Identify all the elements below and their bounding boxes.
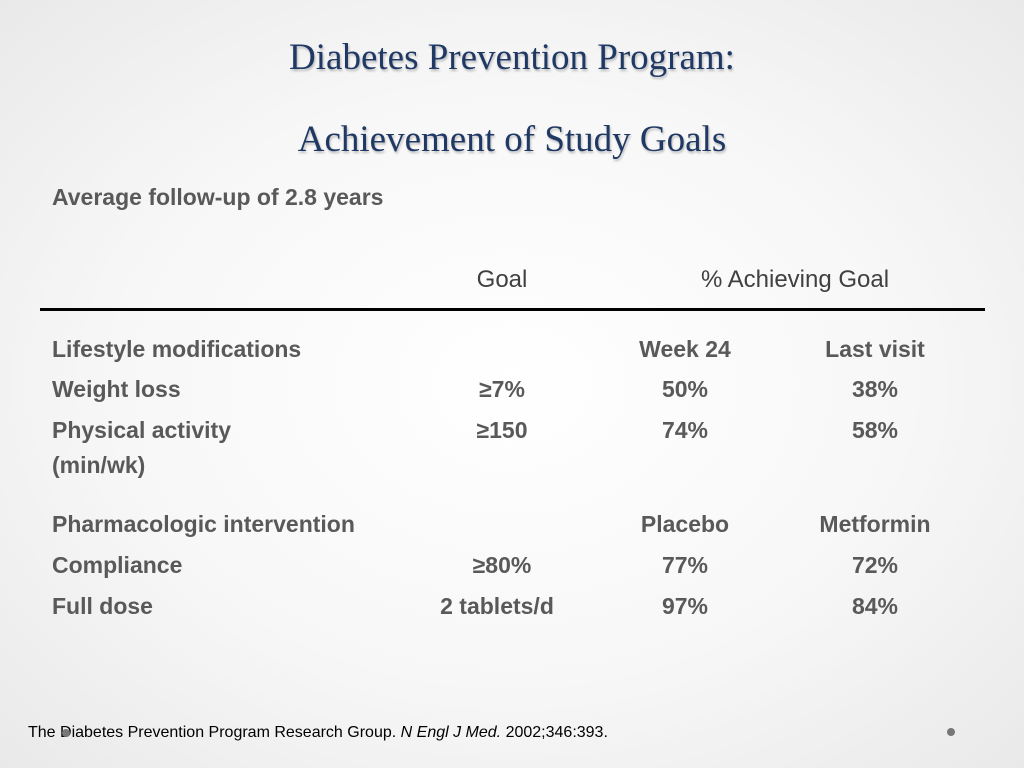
slide-bullet-dot-right — [947, 728, 955, 736]
weight-loss-goal: ≥7% — [479, 376, 525, 402]
compliance-metformin: 72% — [851, 552, 899, 578]
follow-up-note: Average follow-up of 2.8 years — [52, 184, 384, 210]
physical-activity-label: Physical activity — [52, 417, 231, 443]
slide-title-line-1: Diabetes Prevention Program: — [289, 37, 735, 78]
week24-column-label: Week 24 — [639, 336, 731, 362]
full-dose-goal: 2 tablets/d — [440, 593, 554, 619]
compliance-label: Compliance — [52, 552, 183, 578]
compliance-goal: ≥80% — [472, 552, 532, 578]
placebo-column-label: Placebo — [640, 511, 730, 537]
physical-activity-goal: ≥150 — [476, 417, 528, 443]
citation-journal: N Engl J Med. — [400, 724, 502, 741]
lifestyle-section-label: Lifestyle modifications — [52, 336, 302, 362]
physical-activity-unit: (min/wk) — [52, 452, 146, 478]
goal-column-header: Goal — [476, 266, 528, 293]
citation-footer: The Diabetes Prevention Program Research… — [28, 724, 608, 742]
header-divider — [40, 308, 985, 311]
full-dose-placebo: 97% — [661, 593, 709, 619]
pharmacologic-section-label: Pharmacologic intervention — [52, 511, 355, 537]
weight-loss-label: Weight loss — [52, 376, 181, 402]
compliance-placebo: 77% — [661, 552, 709, 578]
full-dose-label: Full dose — [52, 593, 153, 619]
physical-activity-last-visit: 58% — [851, 417, 899, 443]
metformin-column-label: Metformin — [819, 511, 931, 537]
slide-bullet-dot-left — [62, 729, 70, 737]
last-visit-column-label: Last visit — [825, 336, 925, 362]
slide-title-line-2: Achievement of Study Goals — [297, 119, 727, 160]
weight-loss-week24: 50% — [661, 376, 709, 402]
citation-authors: The Diabetes Prevention Program Research… — [28, 724, 397, 741]
full-dose-metformin: 84% — [851, 593, 899, 619]
citation-volume: 2002;346:393. — [505, 724, 608, 741]
weight-loss-last-visit: 38% — [851, 376, 899, 402]
achieving-column-header: % Achieving Goal — [700, 266, 890, 293]
physical-activity-week24: 74% — [661, 417, 709, 443]
